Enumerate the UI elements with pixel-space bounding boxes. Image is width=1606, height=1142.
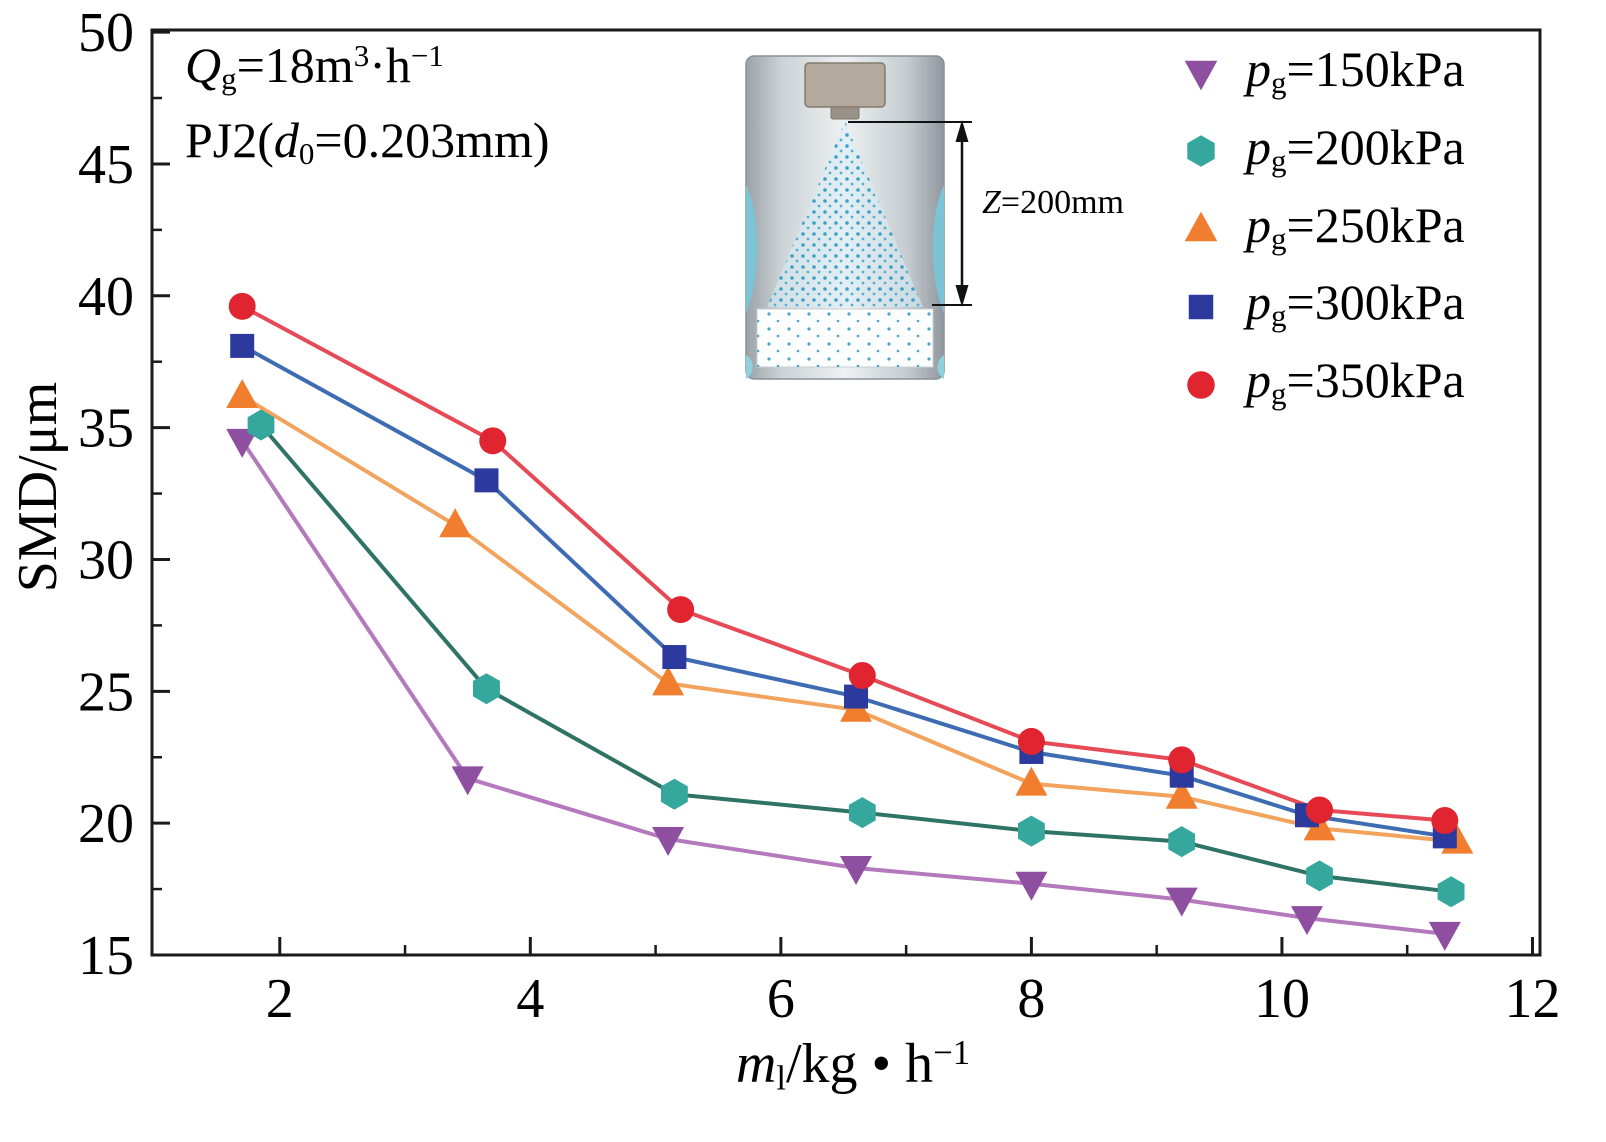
marker-triangle-down-icon	[652, 826, 685, 856]
inset-nozzle-body	[804, 62, 886, 108]
inset-band-droplets	[757, 309, 933, 367]
y-tick-label: 50	[78, 2, 134, 64]
x-tick-label: 2	[266, 968, 294, 1030]
arrow-head-down-icon	[955, 285, 969, 307]
marker-triangle-down-icon	[226, 428, 259, 458]
marker-circle-icon	[667, 596, 695, 624]
legend-item-pg-200kPa: pg=200kPa	[1178, 118, 1465, 179]
marker-hexagon-icon	[473, 673, 500, 705]
y-tick-label: 35	[78, 398, 134, 460]
arrow-head-up-icon	[955, 120, 969, 142]
legend-marker-icon	[1188, 294, 1214, 320]
series-line-pg-350kPa	[240, 304, 1447, 823]
annotation-nozzle-spec: PJ2(d0=0.203mm)	[185, 112, 550, 171]
marker-square-icon	[474, 468, 499, 493]
spray-inset-image	[745, 55, 945, 380]
inset-spray-droplets	[767, 121, 923, 307]
marker-triangle-down-icon	[840, 855, 873, 885]
legend-marker-icon	[1187, 370, 1215, 399]
legend-label: pg=250kPa	[1246, 196, 1465, 256]
x-tick-label: 6	[767, 968, 795, 1030]
legend-marker-icon	[1184, 61, 1218, 91]
marker-triangle-down-icon	[451, 766, 484, 796]
x-axis-label: ml/kg • h−1	[735, 1032, 971, 1098]
marker-triangle-down-icon	[1428, 921, 1461, 951]
y-tick-label: 45	[78, 134, 134, 196]
marker-triangle-down-icon	[1290, 906, 1323, 936]
x-tick-label: 12	[1504, 968, 1560, 1030]
y-tick-label: 15	[78, 925, 134, 987]
marker-square-icon	[230, 333, 255, 358]
series-line-pg-200kPa	[259, 423, 1454, 894]
marker-square-icon	[1188, 294, 1214, 320]
legend-item-pg-300kPa: pg=300kPa	[1178, 273, 1465, 334]
legend-label: pg=350kPa	[1246, 352, 1465, 412]
inset-accent-bottom-left	[746, 355, 753, 379]
marker-square-icon	[662, 645, 687, 670]
marker-hexagon-icon	[1168, 826, 1196, 858]
inset-accent-bottom-right	[937, 355, 944, 379]
marker-hexagon-icon	[247, 409, 275, 441]
inset-nozzle-tip	[830, 106, 860, 120]
marker-circle-icon	[1017, 727, 1045, 755]
marker-hexagon-icon	[1018, 815, 1045, 847]
annotation-gas-flow: Qg=18m3·h−1	[185, 37, 444, 96]
y-tick-label: 25	[78, 661, 134, 723]
annotation-block: Qg=18m3·h−1 PJ2(d0=0.203mm)	[185, 28, 550, 178]
marker-circle-icon	[228, 292, 256, 320]
series-line-pg-150kPa	[240, 438, 1447, 936]
legend-marker-icon	[1187, 135, 1215, 168]
marker-triangle-up-icon	[1184, 211, 1218, 242]
inset-liquid-left	[746, 185, 758, 313]
marker-hexagon-icon	[661, 778, 688, 810]
marker-triangle-down-icon	[1015, 871, 1048, 901]
marker-triangle-down-icon	[1184, 61, 1218, 91]
y-tick-label: 20	[78, 793, 134, 855]
marker-triangle-up-icon	[439, 508, 472, 538]
marker-hexagon-icon	[1187, 135, 1215, 168]
marker-triangle-up-icon	[226, 378, 259, 408]
marker-triangle-up-icon	[1303, 811, 1336, 841]
legend-item-pg-350kPa: pg=350kPa	[1178, 351, 1465, 412]
y-axis-label: SMD/μm	[7, 381, 69, 593]
z-dimension-label: Z=200mm	[982, 184, 1124, 221]
series-line-pg-300kPa	[240, 343, 1447, 839]
marker-hexagon-icon	[1437, 876, 1465, 908]
marker-triangle-down-icon	[1165, 887, 1198, 917]
marker-triangle-up-icon	[1015, 766, 1048, 796]
marker-circle-icon	[1431, 807, 1459, 835]
legend-marker-icon	[1184, 211, 1218, 242]
legend-label: pg=300kPa	[1246, 274, 1465, 334]
marker-triangle-up-icon	[652, 666, 685, 696]
marker-hexagon-icon	[1306, 860, 1333, 892]
marker-circle-icon	[1168, 746, 1196, 774]
marker-circle-icon	[479, 427, 507, 455]
legend-label: pg=200kPa	[1246, 118, 1465, 178]
marker-circle-icon	[848, 661, 876, 689]
legend-item-pg-250kPa: pg=250kPa	[1178, 196, 1465, 257]
legend-item-pg-150kPa: pg=150kPa	[1178, 40, 1465, 101]
legend: pg=150kPa pg=200kPa pg=250kPa pg=300kPa pg=3…	[1178, 40, 1465, 429]
x-tick-label: 8	[1017, 968, 1045, 1030]
y-tick-label: 30	[78, 529, 134, 591]
x-tick-label: 10	[1254, 968, 1310, 1030]
inset-liquid-right	[932, 185, 944, 313]
z-dimension-arrow	[848, 120, 972, 307]
x-tick-label: 4	[516, 968, 544, 1030]
marker-circle-icon	[1187, 370, 1215, 399]
marker-hexagon-icon	[848, 797, 876, 829]
marker-triangle-up-icon	[1165, 779, 1198, 809]
marker-circle-icon	[1306, 796, 1334, 824]
legend-label: pg=150kPa	[1246, 41, 1465, 100]
y-tick-label: 40	[78, 266, 134, 328]
